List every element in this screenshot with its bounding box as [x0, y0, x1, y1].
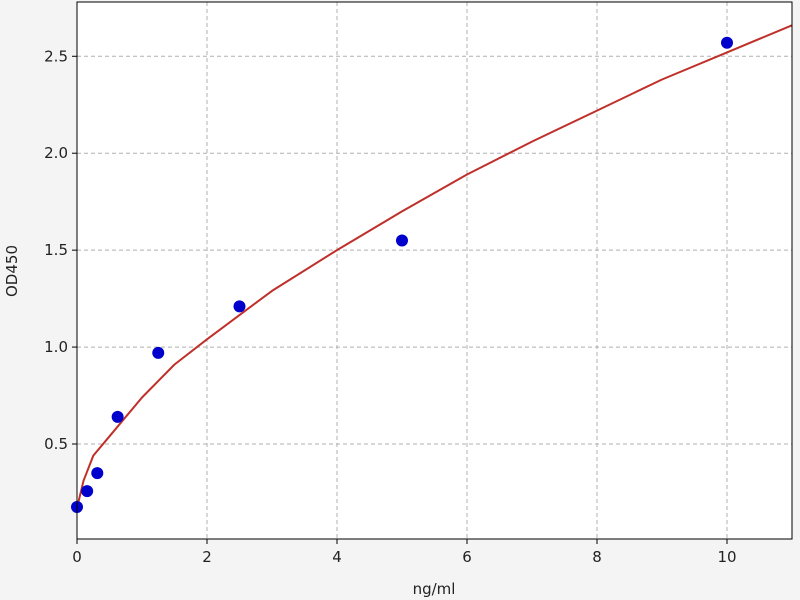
- x-tick-label: 0: [72, 548, 82, 566]
- y-axis-label: OD450: [3, 245, 21, 297]
- data-point: [81, 485, 94, 498]
- x-tick-label: 8: [592, 548, 602, 566]
- x-tick-label: 10: [717, 548, 736, 566]
- x-axis-ticks: 0 2 4 6 8 10: [72, 539, 737, 566]
- data-point: [152, 346, 165, 359]
- data-point: [233, 300, 246, 313]
- y-axis-ticks: 0.5 1.0 1.5 2.0 2.5: [44, 47, 77, 453]
- plot-frame: [76, 1, 793, 540]
- fit-curve: [76, 24, 793, 509]
- x-tick-label: 6: [462, 548, 472, 566]
- x-tick-label: 4: [332, 548, 342, 566]
- x-axis-label: ng/ml: [413, 580, 456, 598]
- data-point: [111, 410, 124, 423]
- data-points: [71, 36, 733, 514]
- data-point: [91, 467, 104, 480]
- x-tick-label: 2: [202, 548, 212, 566]
- fit-curve-group: [76, 24, 793, 509]
- grid: [77, 2, 792, 539]
- plot-area: [77, 2, 792, 539]
- y-tick-label: 2.0: [44, 144, 68, 162]
- data-point: [721, 36, 733, 49]
- data-point: [396, 234, 408, 247]
- y-tick-label: 1.0: [44, 338, 68, 356]
- y-tick-label: 0.5: [44, 435, 68, 453]
- y-tick-label: 2.5: [44, 47, 68, 65]
- y-tick-label: 1.5: [44, 241, 68, 259]
